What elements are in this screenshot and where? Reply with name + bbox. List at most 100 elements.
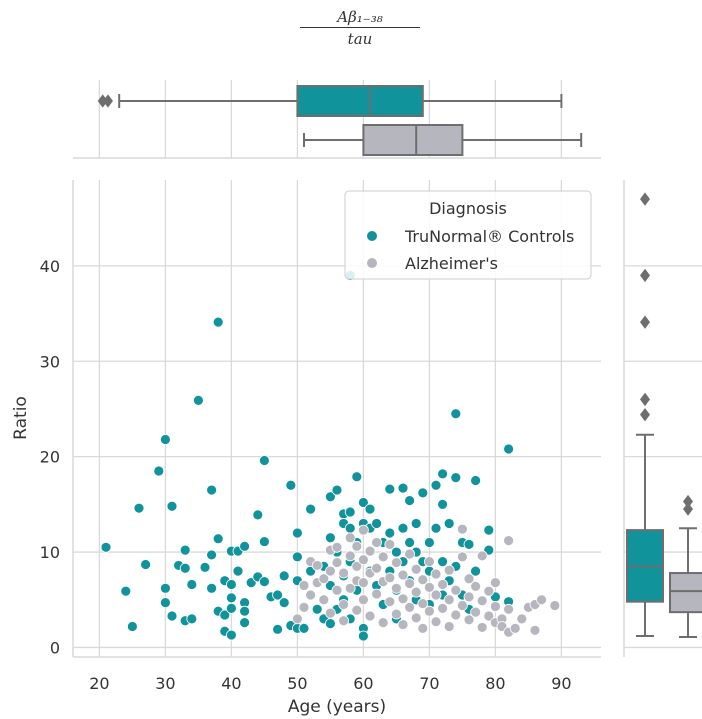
point-alzheimers (364, 545, 376, 557)
point-controls (100, 541, 112, 553)
point-controls (357, 630, 369, 642)
point-alzheimers (404, 578, 416, 589)
point-controls (140, 559, 152, 570)
point-controls (390, 546, 402, 558)
point-controls (239, 540, 251, 552)
point-controls (179, 562, 191, 574)
legend-frame (344, 190, 592, 280)
point-controls (298, 622, 310, 634)
point-alzheimers (529, 624, 541, 636)
point-controls (450, 472, 462, 484)
point-alzheimers (489, 577, 501, 588)
point-alzheimers (430, 589, 442, 601)
point-controls (404, 495, 416, 506)
point-controls (364, 503, 376, 515)
x-tick-label: 50 (287, 674, 307, 693)
point-controls (324, 532, 336, 544)
point-controls (186, 613, 198, 625)
point-alzheimers (476, 550, 488, 562)
point-alzheimers (503, 603, 515, 615)
x-tick-label: 20 (89, 674, 109, 693)
point-controls (258, 536, 270, 547)
point-controls (357, 497, 369, 508)
x-axis-label: Age (years) (288, 697, 386, 717)
point-controls (278, 597, 290, 609)
x-tick-label: 90 (551, 674, 571, 693)
legend-marker-controls (367, 231, 377, 241)
point-controls (258, 455, 270, 466)
point-alzheimers (443, 594, 455, 606)
point-controls (159, 597, 171, 609)
marginal-y-boxplots (626, 192, 702, 638)
outlier-marker (640, 315, 650, 329)
boxplot-x-controls (97, 85, 563, 117)
point-controls (397, 482, 409, 494)
outlier-marker (102, 94, 113, 108)
point-alzheimers (298, 580, 310, 591)
point-alzheimers (397, 593, 409, 605)
point-controls (285, 479, 297, 491)
point-alzheimers (437, 579, 449, 590)
point-controls (463, 539, 475, 550)
point-controls (384, 527, 396, 539)
point-alzheimers (357, 554, 369, 566)
point-controls (179, 544, 191, 556)
point-alzheimers (384, 572, 396, 584)
point-controls (430, 522, 442, 534)
point-controls (186, 579, 198, 590)
point-controls (351, 471, 363, 483)
x-tick-label: 40 (221, 674, 241, 693)
point-controls (166, 610, 178, 622)
title-numerator: Aβ₁₋₃₈ (300, 8, 420, 28)
point-controls (404, 537, 416, 548)
y-axis-label: Ratio (11, 396, 31, 440)
point-alzheimers (417, 622, 429, 634)
point-alzheimers (549, 600, 561, 611)
point-alzheimers (311, 560, 323, 571)
point-alzheimers (390, 608, 402, 620)
point-alzheimers (344, 582, 356, 594)
point-alzheimers (377, 617, 389, 629)
point-alzheimers (331, 541, 343, 553)
point-controls (225, 579, 237, 590)
legend-label-alzheimers: Alzheimer's (405, 254, 498, 273)
y-tick-label: 10 (40, 543, 60, 562)
point-alzheimers (463, 614, 475, 626)
point-controls (331, 484, 343, 496)
point-alzheimers (489, 601, 501, 612)
point-controls (437, 556, 449, 567)
point-alzheimers (417, 598, 429, 609)
point-alzheimers (450, 609, 462, 621)
point-alzheimers (456, 523, 468, 535)
point-controls (324, 618, 336, 630)
point-alzheimers (390, 557, 402, 568)
point-controls (212, 316, 224, 328)
point-controls (443, 518, 455, 529)
point-controls (219, 609, 231, 621)
point-alzheimers (536, 594, 547, 606)
point-alzheimers (463, 591, 475, 603)
point-controls (206, 582, 218, 594)
point-controls (397, 522, 409, 534)
title-denominator: tau (347, 30, 373, 48)
legend-label-controls: TruNormal® Controls (404, 227, 574, 246)
point-alzheimers (516, 613, 528, 625)
point-controls (291, 551, 303, 563)
point-alzheimers (437, 602, 449, 614)
point-alzheimers (483, 610, 495, 622)
point-alzheimers (351, 540, 363, 552)
point-alzheimers (390, 582, 402, 594)
point-alzheimers (404, 548, 416, 560)
point-alzheimers (430, 616, 442, 628)
point-alzheimers (324, 565, 336, 577)
point-alzheimers (384, 596, 396, 608)
outlier-marker (640, 408, 650, 422)
point-alzheimers (324, 607, 336, 619)
point-controls (126, 621, 138, 632)
point-alzheimers (364, 610, 376, 622)
point-alzheimers (456, 551, 468, 563)
point-alzheimers (423, 581, 435, 593)
point-alzheimers (470, 581, 482, 592)
point-controls (206, 484, 218, 496)
